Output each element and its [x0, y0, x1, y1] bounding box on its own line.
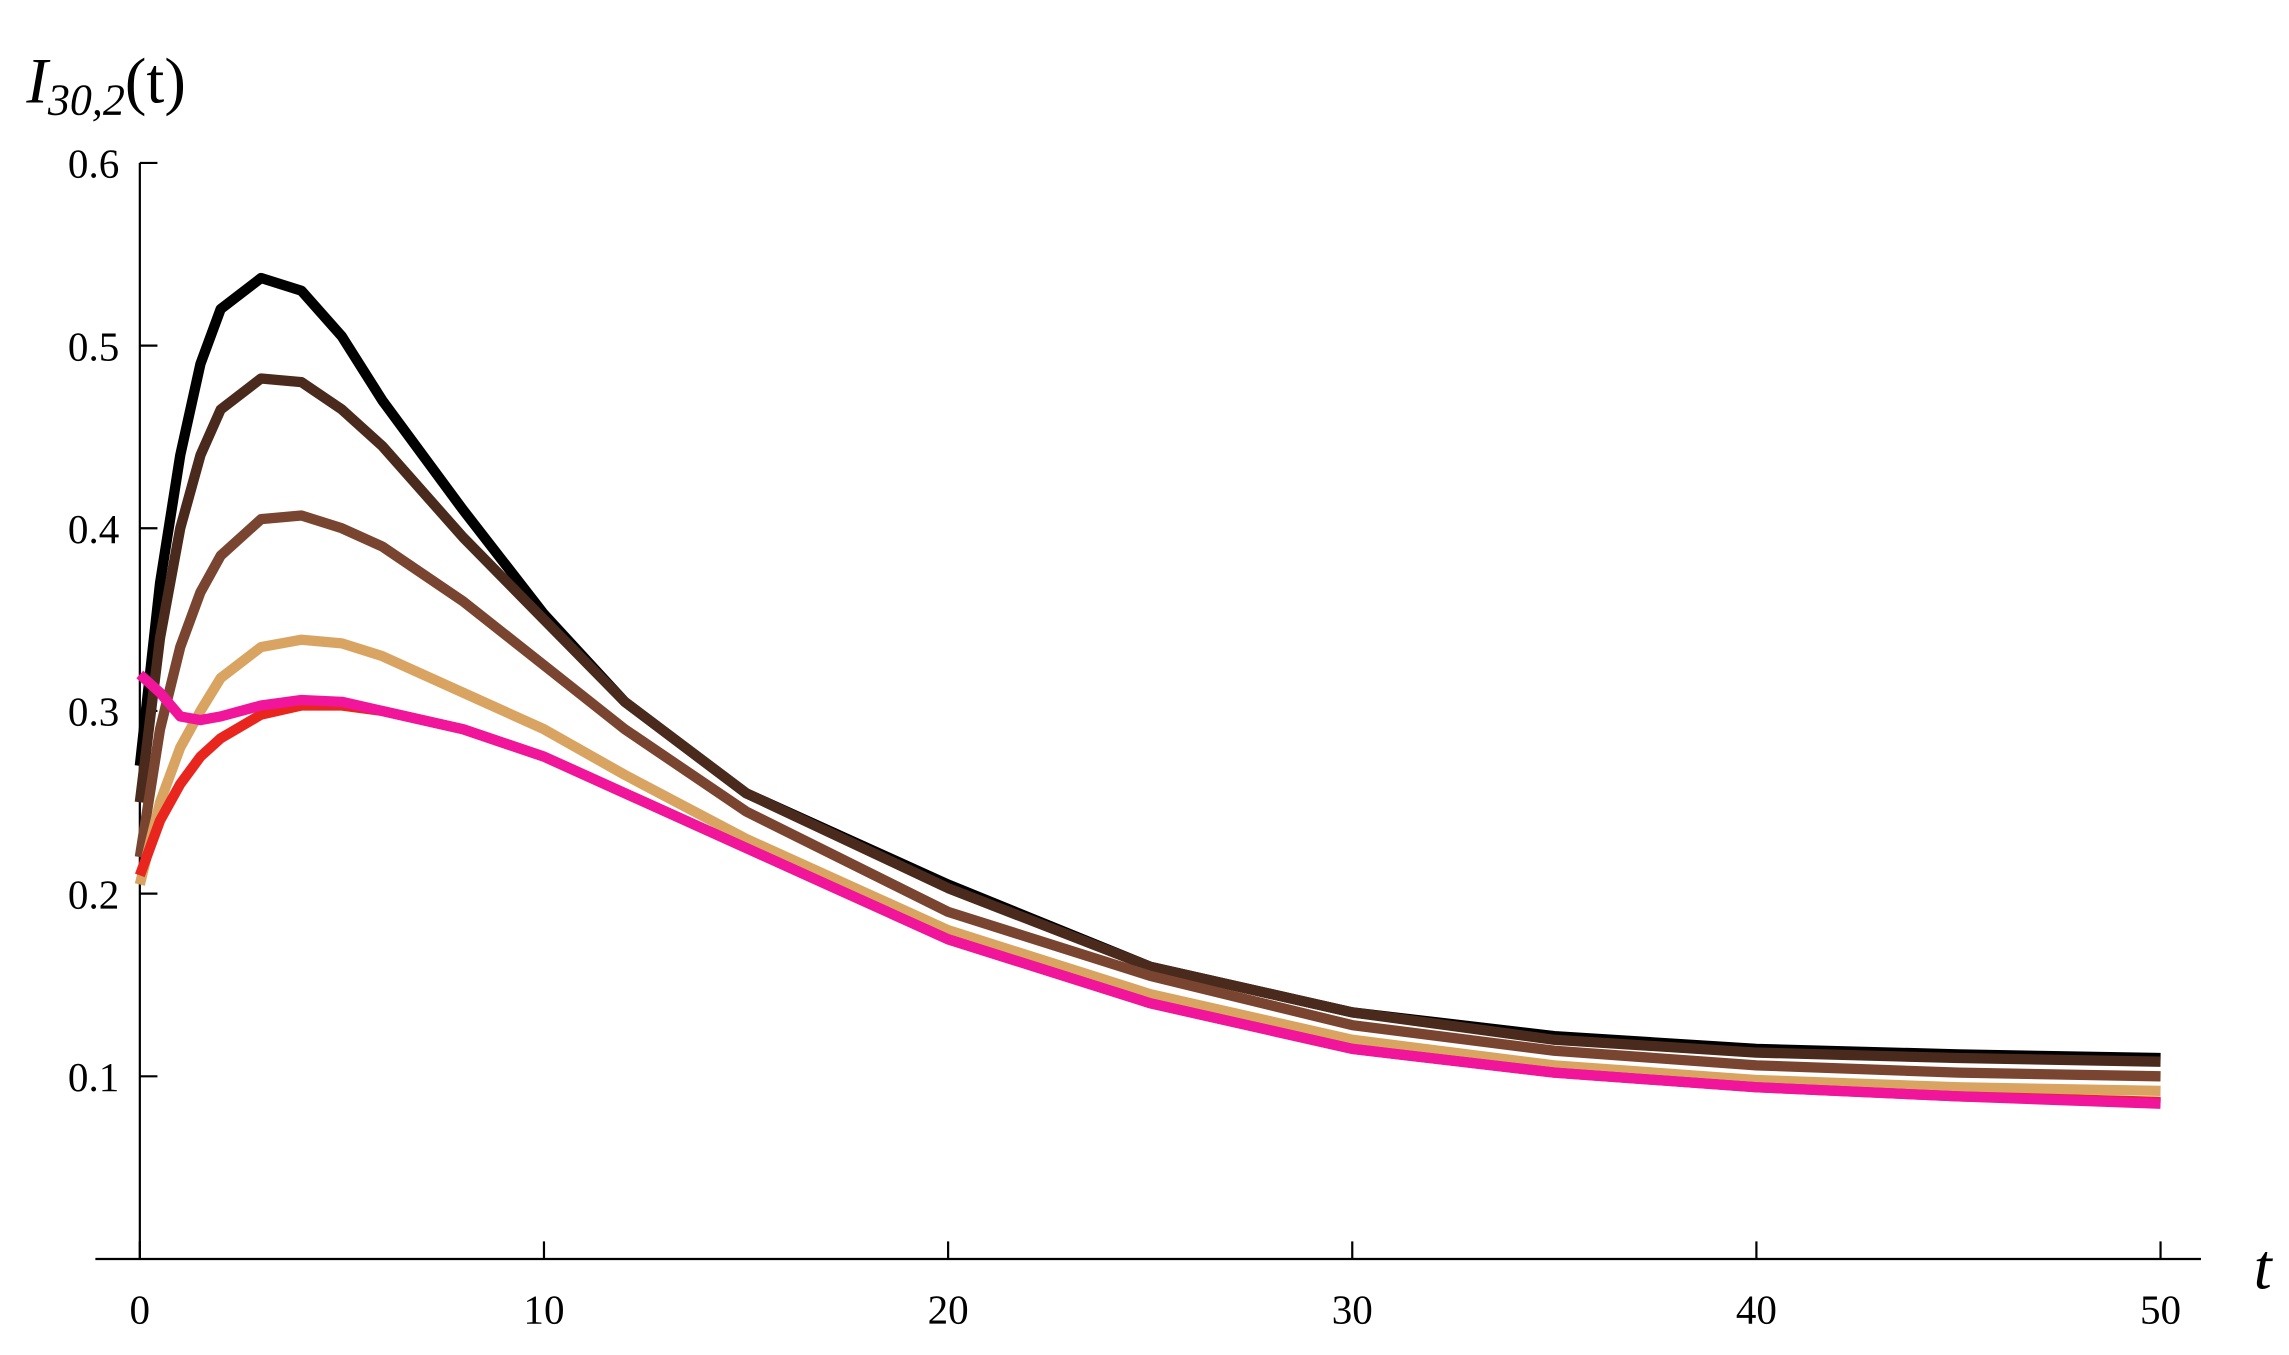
y-label-subscript: 30,2 [47, 75, 125, 124]
y-axis-label: I30,2(t) [25, 45, 185, 125]
y-tick-label: 0.5 [68, 323, 119, 369]
data-line [134, 272, 2161, 1064]
x-tick-label: 40 [1736, 1287, 1777, 1333]
y-label-main: I [25, 45, 51, 117]
y-tick-label: 0.6 [68, 141, 119, 187]
x-axis-label: t [2254, 1230, 2274, 1302]
data-line [134, 510, 2161, 1082]
x-tick-label: 20 [928, 1287, 969, 1333]
data-line [134, 634, 2161, 1097]
y-tick-label: 0.1 [68, 1054, 119, 1100]
y-tick-label: 0.4 [68, 506, 119, 552]
data-line [136, 670, 2161, 1109]
y-tick-label: 0.2 [68, 871, 119, 917]
x-tick-label: 50 [2140, 1287, 2181, 1333]
x-tick-label: 0 [130, 1287, 151, 1333]
x-tick-label: 10 [523, 1287, 564, 1333]
y-label-suffix: (t) [125, 45, 186, 118]
data-line [135, 700, 2161, 1108]
x-tick-label: 30 [1332, 1287, 1373, 1333]
data-line [134, 373, 2161, 1067]
y-tick-label: 0.3 [68, 689, 119, 735]
